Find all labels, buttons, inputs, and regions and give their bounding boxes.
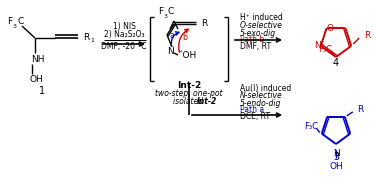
Text: N: N bbox=[167, 47, 173, 57]
Text: two-step, one-pot: two-step, one-pot bbox=[155, 90, 223, 98]
Text: 5-exo-dig: 5-exo-dig bbox=[240, 29, 276, 37]
Text: 3: 3 bbox=[164, 14, 168, 19]
Text: 1: 1 bbox=[90, 37, 94, 43]
Text: R: R bbox=[201, 19, 207, 28]
Text: ˆOH: ˆOH bbox=[178, 51, 196, 60]
Text: 5-endo-dig: 5-endo-dig bbox=[240, 98, 281, 108]
Text: R: R bbox=[357, 105, 363, 114]
Text: N-selective: N-selective bbox=[240, 91, 283, 101]
Text: F₃C: F₃C bbox=[318, 46, 332, 54]
Text: DCE, RT: DCE, RT bbox=[240, 112, 270, 122]
Text: C: C bbox=[168, 7, 174, 16]
Text: 3: 3 bbox=[333, 152, 339, 162]
Text: R: R bbox=[83, 33, 89, 42]
Text: Int-2: Int-2 bbox=[177, 81, 201, 90]
Text: 1: 1 bbox=[39, 86, 45, 96]
Text: OH: OH bbox=[29, 75, 43, 84]
Text: b: b bbox=[182, 33, 188, 42]
Text: C: C bbox=[17, 17, 23, 26]
Text: 3: 3 bbox=[13, 24, 17, 29]
Text: O-selective: O-selective bbox=[240, 22, 283, 30]
Text: R: R bbox=[364, 31, 370, 40]
Text: DMF, RT: DMF, RT bbox=[240, 43, 271, 51]
Text: isolated: isolated bbox=[173, 98, 205, 106]
Text: O: O bbox=[326, 24, 333, 33]
Text: 1) NIS: 1) NIS bbox=[113, 22, 135, 30]
Text: a: a bbox=[170, 32, 174, 40]
Text: Path b: Path b bbox=[240, 36, 264, 44]
Text: NH: NH bbox=[31, 54, 44, 64]
Text: Path a: Path a bbox=[240, 105, 264, 115]
Text: Int-2: Int-2 bbox=[197, 98, 217, 106]
Text: 2) Na₂S₂O₃: 2) Na₂S₂O₃ bbox=[104, 29, 144, 39]
Text: 4: 4 bbox=[333, 58, 339, 68]
Text: F: F bbox=[7, 17, 12, 26]
Text: N: N bbox=[333, 149, 339, 158]
Text: H⁺ induced: H⁺ induced bbox=[240, 13, 283, 22]
Text: Au(I) induced: Au(I) induced bbox=[240, 84, 291, 94]
Text: OH: OH bbox=[329, 162, 343, 171]
Text: F: F bbox=[158, 7, 163, 16]
Text: F₃C: F₃C bbox=[304, 122, 318, 131]
Text: DMF, -20 °C: DMF, -20 °C bbox=[101, 43, 147, 51]
Text: N: N bbox=[314, 41, 321, 50]
